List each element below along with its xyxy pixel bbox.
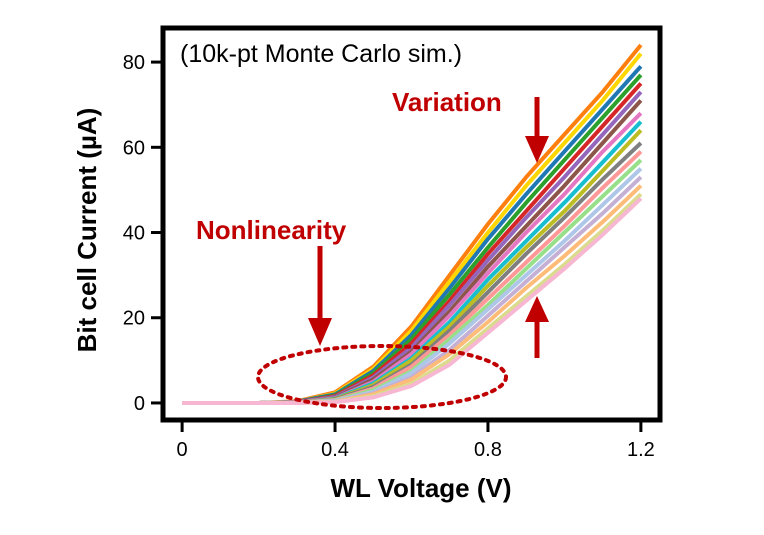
y-tick-label: 60 bbox=[123, 137, 145, 159]
variation-label: Variation bbox=[392, 87, 502, 117]
y-tick-label: 80 bbox=[123, 52, 145, 74]
y-tick-label: 40 bbox=[123, 223, 145, 245]
x-tick-label: 0.8 bbox=[474, 439, 502, 461]
y-tick-label: 20 bbox=[123, 308, 145, 330]
x-tick-label: 0 bbox=[177, 439, 188, 461]
nonlinearity-ellipse bbox=[256, 344, 508, 410]
plot-frame bbox=[160, 25, 663, 423]
nonlinearity-label: Nonlinearity bbox=[196, 215, 347, 245]
x-tick-label: 0.4 bbox=[321, 439, 349, 461]
x-tick-label: 1.2 bbox=[627, 439, 655, 461]
series-line-10 bbox=[182, 141, 643, 405]
series-line-11 bbox=[182, 150, 643, 405]
y-tick-label: 0 bbox=[134, 393, 145, 415]
x-axis-ticks: 0 0.4 0.8 1.2 bbox=[177, 422, 655, 461]
series-layer bbox=[182, 43, 643, 405]
y-axis-ticks: 0 20 40 60 80 bbox=[123, 52, 161, 415]
series-line-17 bbox=[182, 196, 643, 405]
x-axis-label: WL Voltage (V) bbox=[330, 473, 511, 503]
chart-title: (10k-pt Monte Carlo sim.) bbox=[180, 40, 462, 68]
variation-arrowhead-top bbox=[525, 136, 549, 163]
variation-arrowhead-bottom bbox=[525, 296, 549, 322]
nonlinearity-arrowhead bbox=[308, 318, 332, 346]
y-axis-label: Bit cell Current (µA) bbox=[72, 108, 102, 353]
